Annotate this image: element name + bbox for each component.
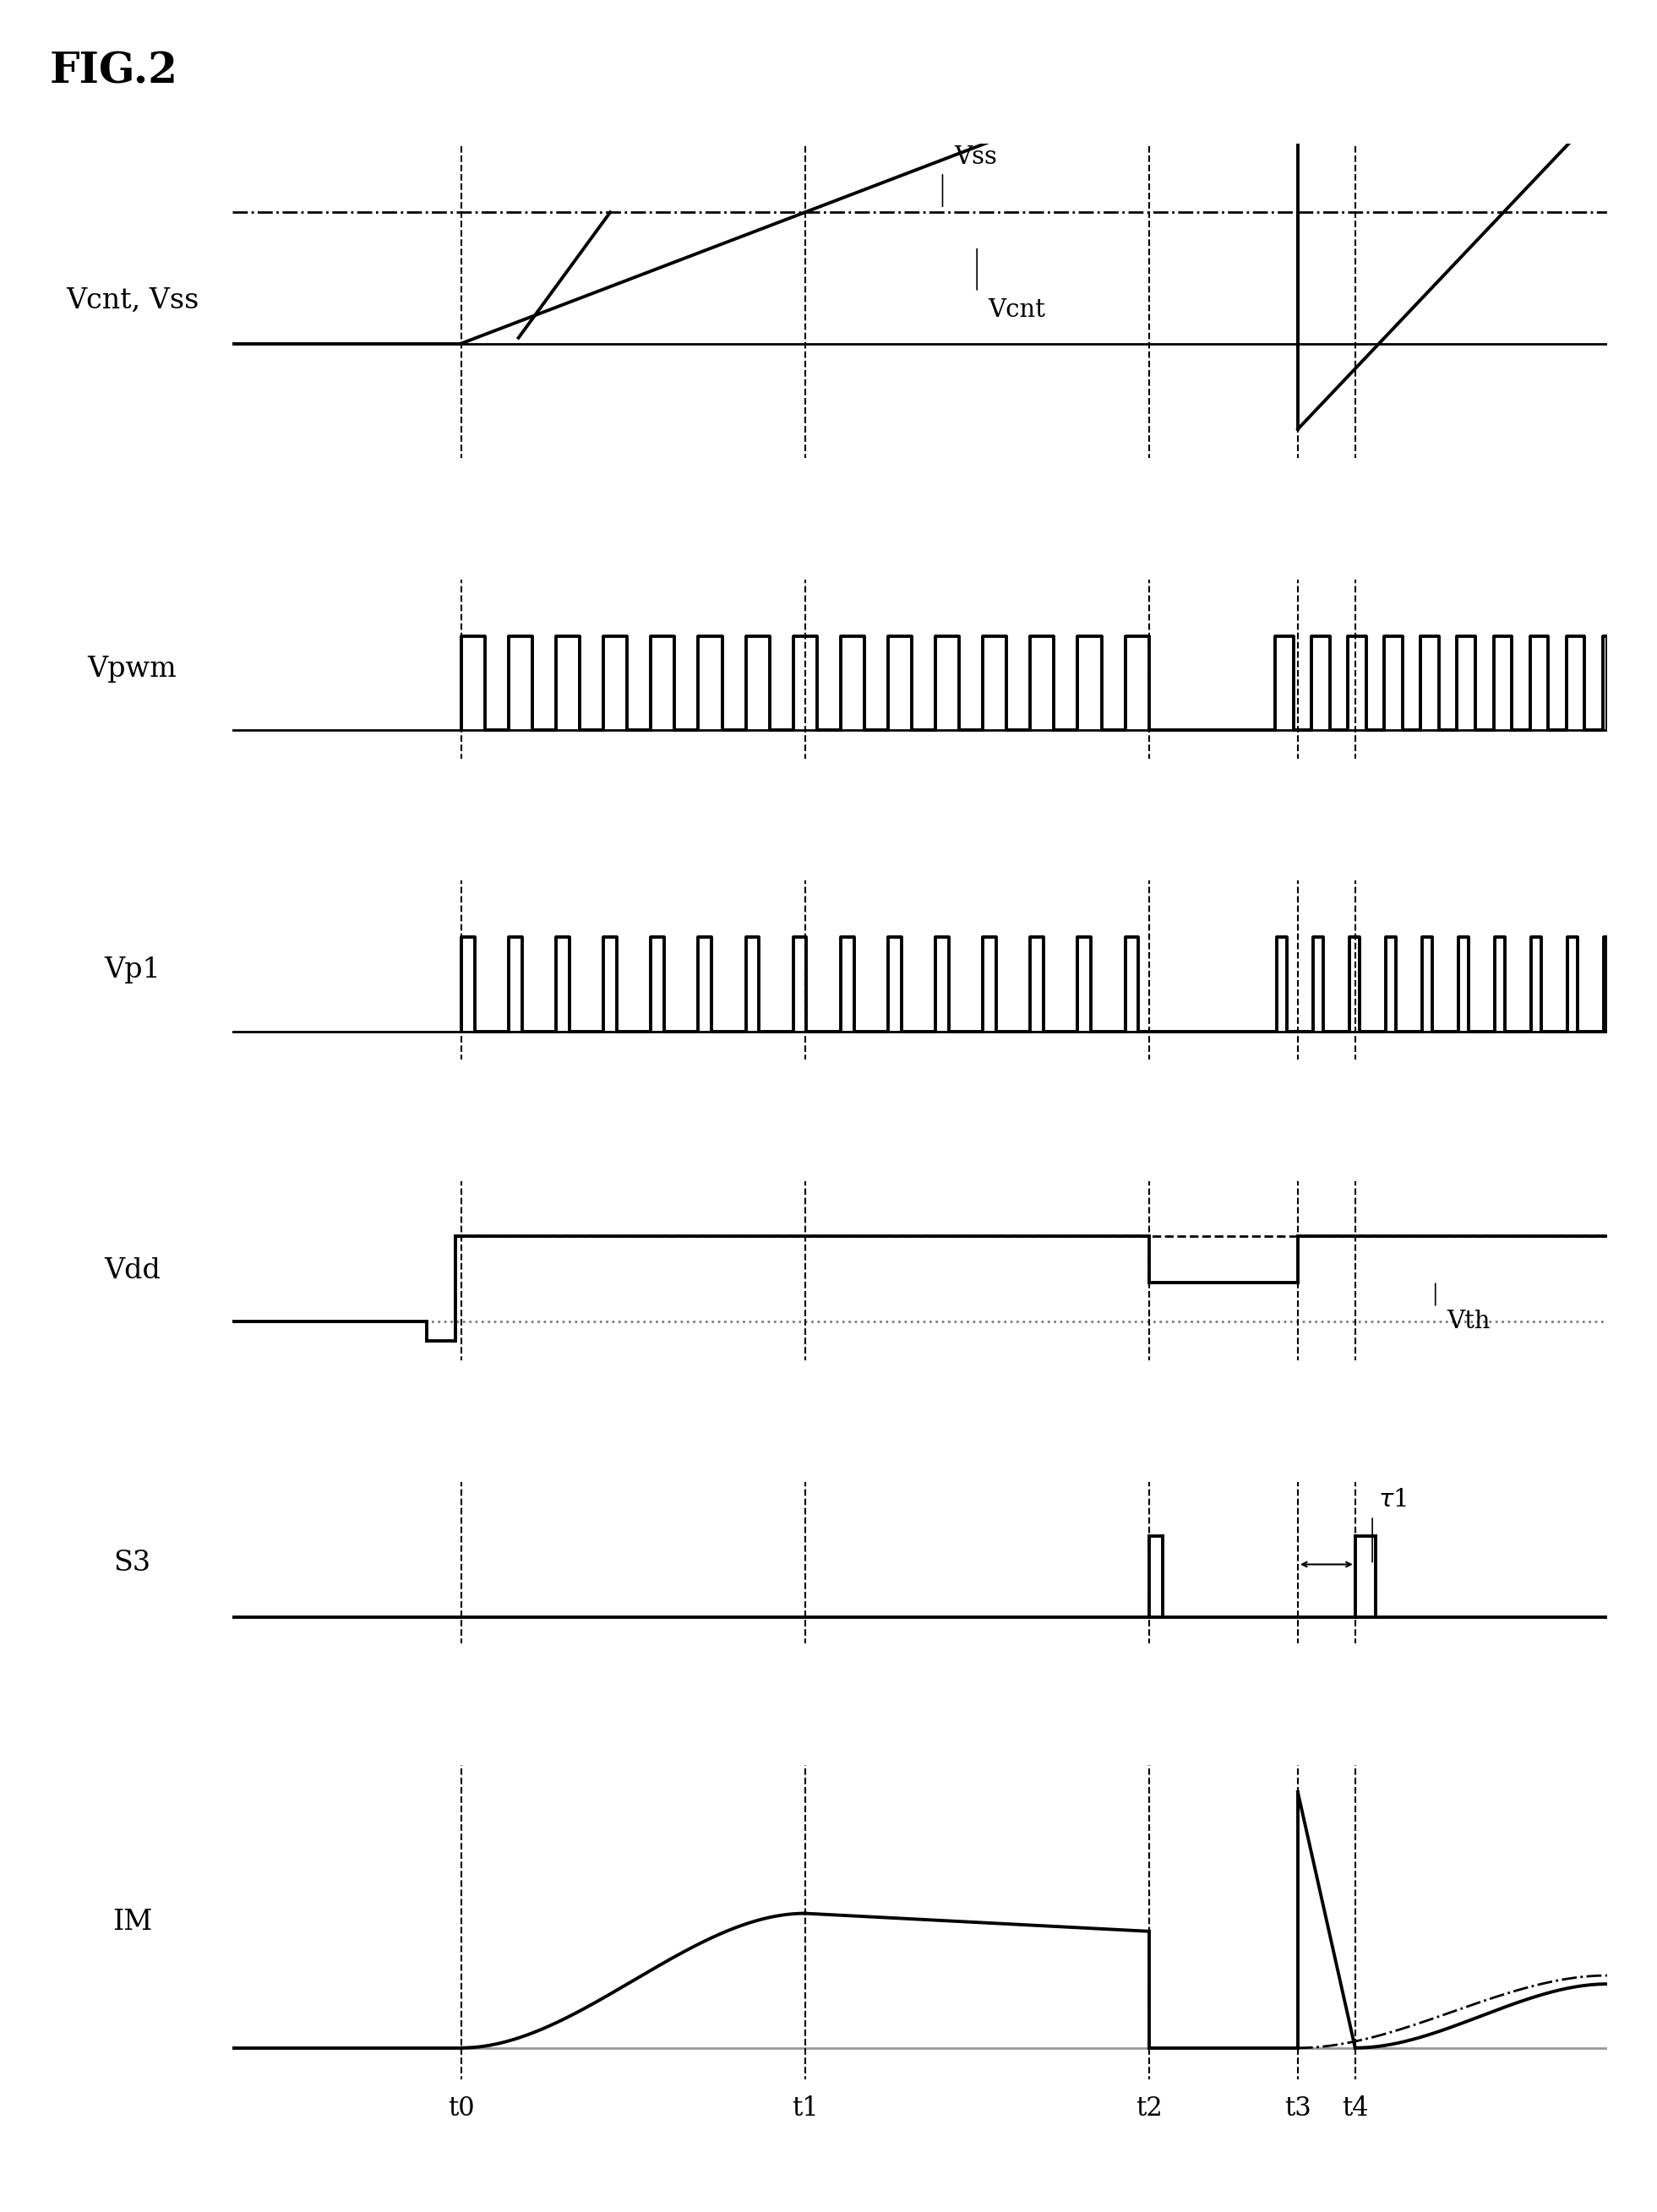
Y-axis label: Vp1: Vp1 <box>104 956 161 984</box>
Text: $\tau$1: $\tau$1 <box>1379 1489 1407 1513</box>
Y-axis label: IM: IM <box>113 1909 152 1936</box>
Y-axis label: Vdd: Vdd <box>104 1256 161 1285</box>
Text: t1: t1 <box>792 2095 819 2121</box>
Y-axis label: Vpwm: Vpwm <box>88 655 177 684</box>
Y-axis label: Vcnt, Vss: Vcnt, Vss <box>66 288 199 314</box>
Text: FIG.2: FIG.2 <box>50 51 179 93</box>
Text: t3: t3 <box>1284 2095 1311 2121</box>
Y-axis label: S3: S3 <box>114 1551 151 1577</box>
Text: t0: t0 <box>447 2095 474 2121</box>
Text: Vth: Vth <box>1447 1310 1490 1334</box>
Text: t2: t2 <box>1135 2095 1162 2121</box>
Text: Vcnt: Vcnt <box>988 299 1046 321</box>
Text: Vss: Vss <box>954 146 998 168</box>
Text: t4: t4 <box>1342 2095 1369 2121</box>
